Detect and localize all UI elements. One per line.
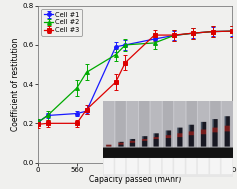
Y-axis label: Coefficient of restitution: Coefficient of restitution [11,37,20,131]
X-axis label: Capacity passed (mAhr): Capacity passed (mAhr) [89,175,181,184]
Legend: Cell #1, Cell #2, Cell #3: Cell #1, Cell #2, Cell #3 [41,9,82,36]
